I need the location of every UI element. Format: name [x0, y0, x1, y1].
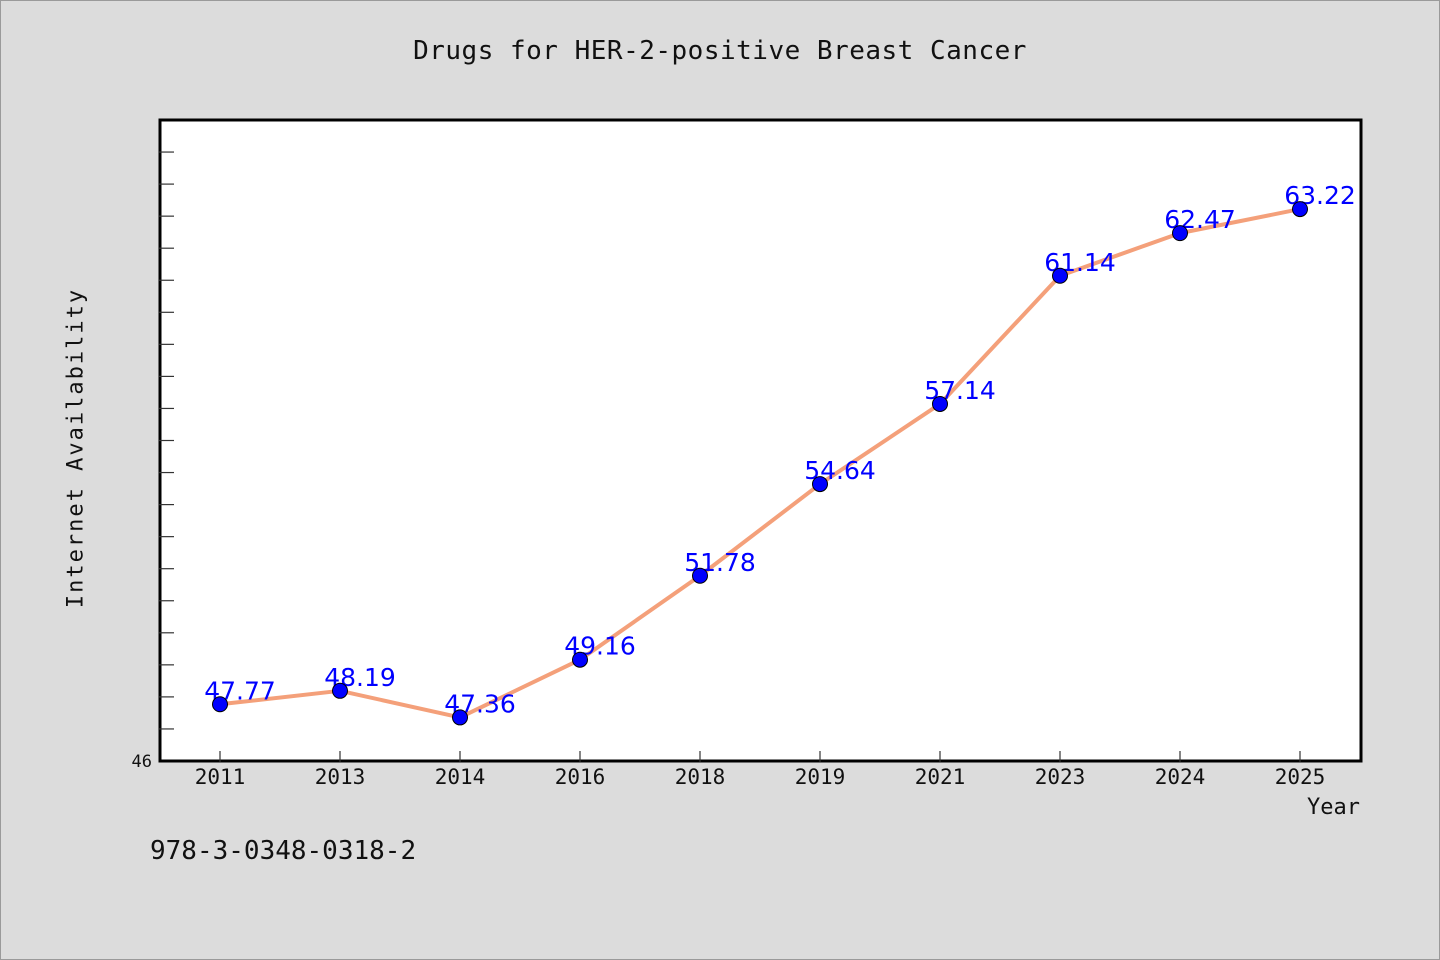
chart-title: Drugs for HER-2-positive Breast Cancer [413, 36, 1027, 66]
y-axis-ticks: 46 [132, 151, 174, 772]
data-point [932, 395, 948, 412]
x-tick-label: 2019 [795, 765, 846, 789]
data-point [452, 709, 468, 726]
y-tick-label: 46 [132, 752, 152, 772]
data-point [1292, 201, 1308, 218]
x-tick-label: 2023 [1035, 765, 1086, 789]
data-point [812, 476, 828, 493]
data-point [212, 696, 228, 713]
x-tick-label: 2018 [675, 765, 726, 789]
series-group: 47.77 48.1947.3649.1651.7854.6457.1461.14… [204, 181, 1356, 726]
x-tick-label: 2025 [1275, 765, 1326, 789]
x-axis-ticks: 2011 2013 2014 2016 2018 2019 2021 2023 2024 2025 [195, 751, 1326, 789]
x-tick-label: 2024 [1155, 765, 1206, 789]
plot-area [158, 118, 1363, 763]
x-tick-label: 2014 [435, 765, 486, 789]
x-tick-label: 2013 [315, 765, 366, 789]
data-point [692, 567, 708, 584]
isbn-label: 978-3-0348-0318-2 [150, 836, 417, 866]
data-point [1172, 225, 1188, 242]
data-point [1052, 267, 1068, 284]
series-line [218, 207, 1302, 720]
x-tick-label: 2011 [195, 765, 246, 789]
data-point [332, 682, 348, 699]
data-point [572, 651, 588, 668]
x-tick-label: 2016 [555, 765, 606, 789]
x-axis-label: Year [1307, 795, 1360, 820]
x-tick-label: 2021 [915, 765, 966, 789]
